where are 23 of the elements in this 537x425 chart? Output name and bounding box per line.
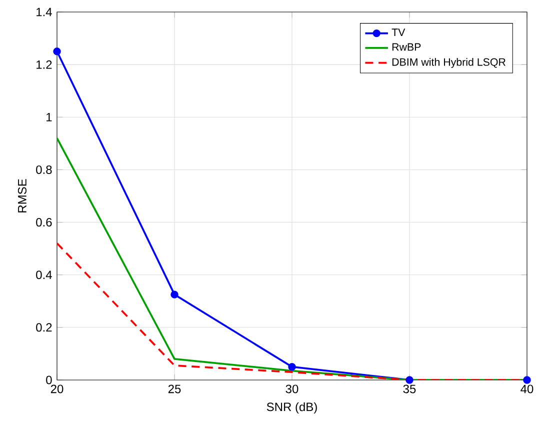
x-tick-label: 30 — [286, 384, 298, 394]
point — [406, 376, 414, 384]
y-axis-title: RMSE — [18, 179, 26, 212]
point — [53, 48, 61, 56]
y-tick-label: 1.4 — [36, 8, 52, 16]
y-tick-label: 0 — [46, 376, 52, 384]
y-tick-label: 0.8 — [36, 165, 52, 174]
point — [523, 376, 531, 384]
y-tick-label: 1 — [46, 113, 52, 122]
y-tick-label: 0.2 — [36, 323, 52, 332]
point — [170, 290, 178, 298]
y-tick-label: 0.4 — [36, 270, 52, 280]
y-tick-label: 0.6 — [36, 218, 52, 227]
x-tick-label: 25 — [168, 384, 181, 394]
x-tick-label: 40 — [520, 384, 534, 394]
legend-label: DBIM with Hybrid LSQR — [392, 58, 506, 68]
x-axis-title: SNR (dB) — [266, 402, 317, 414]
legend-label: TV — [392, 28, 406, 36]
point — [288, 362, 296, 371]
y-tick-label: 1.2 — [36, 60, 52, 69]
x-tick-label: 35 — [403, 384, 416, 394]
legend-label: RwBP — [392, 43, 421, 51]
x-tick-label: 20 — [50, 384, 64, 394]
